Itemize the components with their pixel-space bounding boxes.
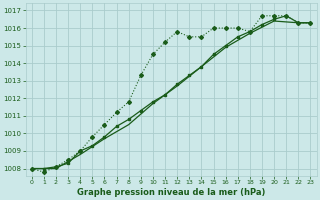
X-axis label: Graphe pression niveau de la mer (hPa): Graphe pression niveau de la mer (hPa) [77,188,265,197]
